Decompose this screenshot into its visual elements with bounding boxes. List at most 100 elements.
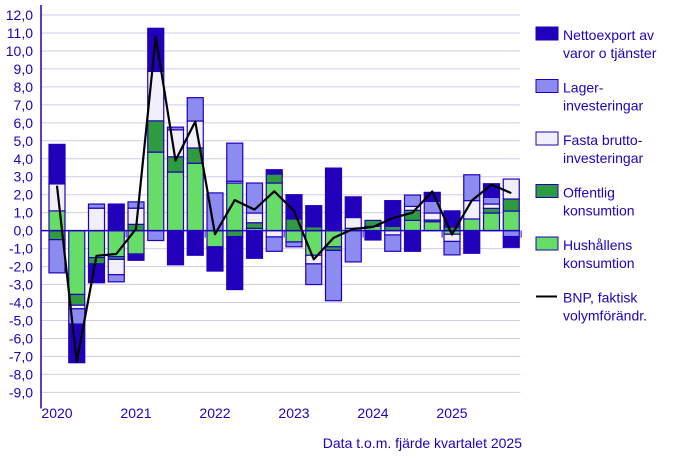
bar-segment — [147, 151, 165, 232]
y-tick-label: 7,0 — [14, 97, 34, 113]
y-tick-label: 3,0 — [14, 169, 34, 185]
gdp-line-path — [55, 35, 512, 363]
bar-segment — [245, 230, 264, 259]
bar-segment — [305, 205, 323, 228]
bar-segment — [482, 212, 501, 232]
bar-segment — [87, 207, 106, 232]
legend-label-line2: varor o tjänster — [563, 45, 657, 61]
bar-segment — [186, 230, 204, 256]
y-tick-label: -4,0 — [9, 295, 33, 311]
legend-swatch — [535, 184, 559, 198]
legend-item-fasta: Fasta brutto-investeringar — [535, 131, 643, 166]
bar-segment — [482, 207, 501, 214]
legend-item-netto: Nettoexport av varor o tjänster — [535, 26, 657, 61]
y-tick-label: -6,0 — [9, 330, 33, 346]
bar-segment — [324, 167, 343, 232]
bar-segment — [423, 221, 441, 232]
legend-item-hush: Hushållens konsumtion — [535, 236, 635, 271]
x-tick-label: 2022 — [199, 405, 230, 421]
bar-segment — [463, 230, 481, 254]
bar-segment — [423, 212, 441, 221]
bar-segment — [226, 230, 244, 238]
legend-label-line1: Offentlig — [563, 185, 615, 201]
bar-segment — [245, 222, 264, 229]
y-tick-label: 12,0 — [6, 7, 33, 23]
y-tick-label: -3,0 — [9, 277, 33, 293]
footnote: Data t.o.m. fjärde kvartalet 2025 — [323, 435, 522, 451]
y-tick-label: -5,0 — [9, 312, 33, 328]
legend-label-line1: BNP, faktisk — [563, 290, 638, 306]
bar-segment — [265, 173, 283, 184]
bar-segment — [364, 230, 382, 241]
bar-segment — [226, 142, 244, 182]
bar-segment — [265, 169, 283, 175]
bar-segment — [226, 182, 244, 232]
legend-swatch — [535, 79, 559, 93]
bar-segment — [324, 249, 343, 302]
bar-segment — [245, 212, 264, 224]
legend-swatch — [535, 26, 559, 41]
bar-segment — [403, 230, 422, 252]
bar-segment — [68, 230, 86, 296]
legend-label-line1: Nettoexport av — [563, 27, 654, 43]
bar-segment — [502, 178, 520, 200]
y-tick-label: 1,0 — [14, 205, 34, 221]
y-tick-label: -7,0 — [9, 348, 33, 364]
bar-segment — [265, 182, 283, 232]
bar-segment — [87, 230, 106, 259]
gdp-line — [55, 35, 512, 363]
bar-segment — [384, 234, 402, 252]
y-tick-label: 2,0 — [14, 187, 34, 203]
bar-segment — [344, 230, 362, 263]
y-tick-label: -1,0 — [9, 241, 33, 257]
bar-segment — [265, 236, 283, 252]
bar-segment — [147, 230, 165, 242]
bars — [48, 27, 520, 364]
bar-segment — [107, 203, 125, 232]
legend-label-line2: konsumtion — [563, 255, 635, 271]
gridlines — [41, 14, 520, 393]
bar-segment — [463, 218, 481, 232]
y-tick-label: -2,0 — [9, 259, 33, 275]
legend-label-line2: investeringar — [563, 150, 643, 166]
bar-segment — [403, 194, 422, 207]
bar-segment — [166, 129, 185, 158]
y-tick-label: 10,0 — [6, 43, 33, 59]
x-tick-label: 2023 — [278, 405, 309, 421]
legend-item-bnp: BNP, faktisk volymförändr. — [536, 290, 647, 324]
x-tick-label: 2021 — [120, 405, 151, 421]
bar-segment — [166, 171, 185, 232]
legend-swatch — [535, 236, 559, 251]
legend-item-lager: Lager-investeringar — [535, 79, 643, 114]
bar-segment — [186, 162, 204, 232]
bar-segment — [344, 196, 362, 219]
legend-label-line1: Hushållens — [563, 237, 632, 253]
bar-segment — [384, 200, 402, 227]
bar-segment — [403, 219, 422, 232]
legend-label-line2: konsumtion — [563, 203, 635, 219]
legend: Nettoexport av varor o tjänster Lager-inve… — [535, 26, 657, 324]
y-tick-label: 0,0 — [14, 223, 34, 239]
bar-segment — [285, 241, 303, 248]
bar-segment — [127, 253, 145, 261]
bar-segment — [285, 230, 303, 243]
x-tick-label: 2020 — [41, 405, 72, 421]
legend-label-line1: Fasta brutto- — [563, 132, 643, 148]
y-tick-label: 4,0 — [14, 151, 34, 167]
bar-segment — [107, 274, 125, 283]
y-tick-label: -9,0 — [9, 384, 33, 400]
bar-segment — [305, 263, 323, 286]
bar-segment — [502, 230, 520, 238]
x-tick-label: 2024 — [357, 405, 388, 421]
y-tick-label: 6,0 — [14, 115, 34, 131]
x-axis-tick-labels: 2020 2021 2022 2023 2024 2025 — [41, 405, 467, 421]
bar-segment — [107, 258, 125, 276]
legend-swatch — [535, 131, 559, 146]
bar-segment — [87, 203, 106, 209]
y-tick-label: -8,0 — [9, 366, 33, 382]
bar-segment — [48, 143, 66, 185]
y-tick-label: 9,0 — [14, 61, 34, 77]
bar-segment — [226, 235, 244, 291]
y-tick-label: 5,0 — [14, 133, 34, 149]
